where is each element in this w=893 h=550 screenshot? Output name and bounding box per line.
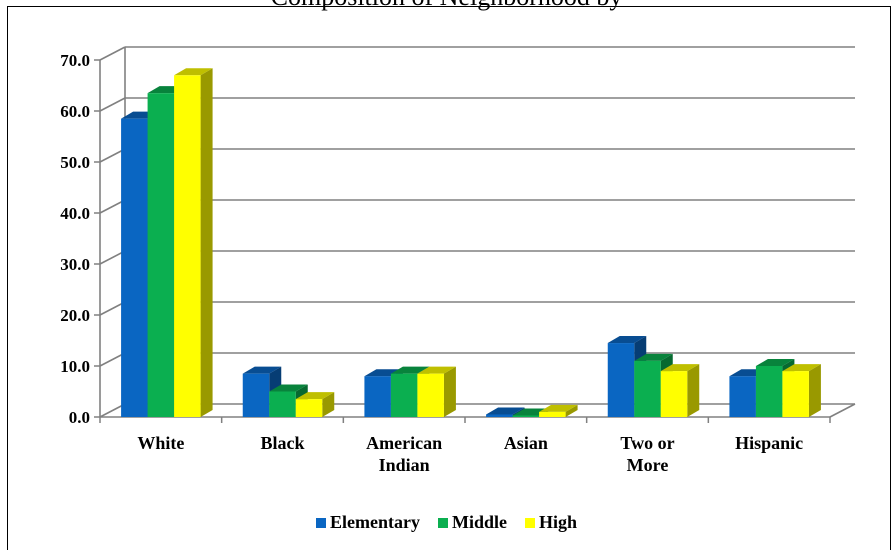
bar-front	[390, 373, 418, 417]
legend-label: Elementary	[329, 512, 420, 532]
x-category-label: Hispanic	[735, 433, 803, 453]
bar-side	[565, 404, 578, 417]
y-tick-label: 20.0	[60, 306, 90, 325]
bar	[660, 364, 700, 417]
y-tick-label: 10.0	[60, 357, 90, 376]
bar-front	[782, 371, 809, 417]
bar-front	[174, 75, 201, 418]
bar-side	[200, 68, 213, 418]
gridline-depth	[99, 250, 126, 265]
legend-swatch	[524, 517, 535, 528]
bar-front	[121, 118, 148, 418]
bar-front	[539, 411, 566, 417]
y-tick-label: 40.0	[60, 204, 90, 223]
bar-top	[417, 366, 456, 374]
y-tick-label: 70.0	[60, 51, 90, 70]
bar	[242, 366, 282, 417]
bar-side	[808, 364, 821, 417]
gridline-depth	[99, 148, 126, 163]
x-category-label: Two or	[620, 433, 674, 453]
bar-top	[660, 364, 700, 372]
y-tick-label: 60.0	[60, 102, 90, 121]
bar-front	[660, 371, 688, 417]
bar-top	[607, 336, 647, 344]
bar	[174, 68, 213, 418]
bar-side	[322, 392, 335, 417]
bar-front	[755, 366, 783, 417]
bar-top	[269, 384, 308, 392]
y-tick-label: 30.0	[60, 255, 90, 274]
gridline-depth	[99, 403, 126, 418]
bar	[417, 366, 456, 417]
x-category-label: Black	[260, 433, 304, 453]
bar-front	[242, 373, 270, 417]
x-category-label: Asian	[504, 433, 548, 453]
gridline-depth	[99, 46, 126, 61]
x-category-label: More	[627, 455, 669, 475]
x-category-label: Indian	[379, 455, 430, 475]
x-category-label: White	[137, 433, 184, 453]
legend-item: Middle	[437, 512, 507, 533]
bar	[782, 364, 821, 417]
bar-side	[443, 366, 456, 417]
bar-top	[174, 68, 213, 76]
bar-front	[634, 360, 661, 417]
y-tick-label: 0.0	[69, 408, 90, 427]
y-tick-label: 50.0	[60, 153, 90, 172]
legend: Elementary Middle High	[0, 512, 893, 533]
bar-front	[269, 391, 296, 417]
legend-swatch	[315, 517, 326, 528]
gridline-depth	[99, 301, 126, 316]
floor-edge	[829, 403, 856, 418]
bar-top	[486, 407, 525, 415]
y-tick-labels: 0.0 10.0 20.0 30.0 40.0 50.0 60.0 70.0	[60, 51, 90, 427]
chart-title-partial: Composition of Neighborhood by	[0, 0, 893, 10]
gridline-depth	[99, 199, 126, 214]
bar-top	[390, 366, 430, 374]
legend-label: Middle	[451, 512, 507, 532]
bar-side	[687, 364, 700, 417]
bar-top	[242, 366, 282, 374]
bar-front	[295, 399, 323, 417]
legend-label: High	[538, 512, 577, 532]
legend-item: Elementary	[315, 512, 420, 533]
gridline-depth	[99, 97, 126, 112]
bar-front	[147, 93, 175, 418]
bar-front	[364, 376, 391, 417]
bar	[539, 404, 578, 417]
bar-top	[539, 404, 578, 412]
bar-front	[486, 414, 513, 417]
bar-front	[729, 376, 756, 417]
x-category-label: American	[366, 433, 442, 453]
bar-top	[295, 392, 335, 400]
bar-front	[417, 373, 444, 417]
legend-swatch	[437, 517, 448, 528]
grid-layer	[99, 46, 855, 418]
bar-top	[782, 364, 821, 372]
gridline-depth	[99, 352, 126, 367]
bars-layer	[121, 68, 821, 418]
bar-top	[634, 353, 673, 361]
bar	[295, 392, 335, 417]
bar-front	[607, 343, 635, 417]
chart-frame	[7, 6, 891, 550]
bar-front	[512, 415, 540, 417]
bar-top	[755, 359, 795, 366]
legend-item: High	[524, 512, 577, 533]
